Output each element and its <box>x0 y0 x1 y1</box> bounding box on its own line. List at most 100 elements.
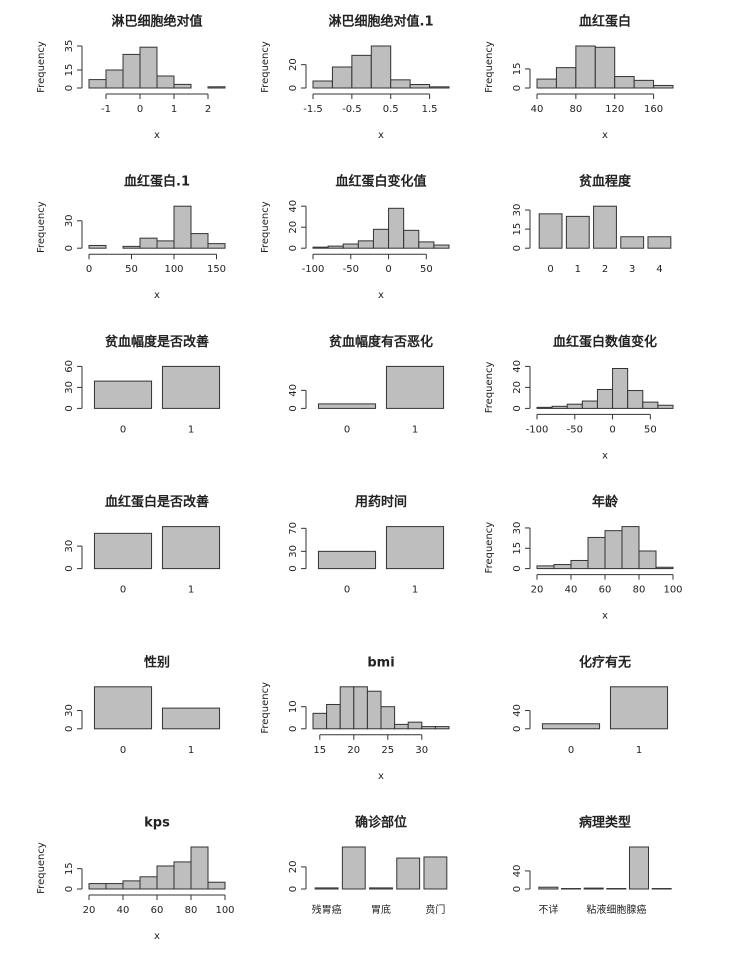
x-tick-label: 0 <box>86 264 92 275</box>
histogram-bar <box>139 237 158 249</box>
bar <box>620 236 645 249</box>
histogram-bar <box>372 228 390 249</box>
histogram-bar <box>331 66 353 89</box>
x-tick-label: 0 <box>120 424 126 435</box>
histogram-bar <box>553 564 572 570</box>
x-tick-label: 150 <box>207 264 226 275</box>
x-tick-label: -1.5 <box>303 104 323 115</box>
histogram-bar <box>122 880 141 890</box>
y-tick-label: 30 <box>288 545 299 558</box>
x-tick-label: 0 <box>137 104 143 115</box>
y-tick-label: 0 <box>64 886 75 892</box>
histogram-bar <box>570 559 589 570</box>
x-axis-label: x <box>378 290 384 301</box>
histogram-bar <box>566 403 583 409</box>
histogram-bar <box>653 84 674 89</box>
histogram-bar <box>173 861 192 890</box>
y-tick-label: 40 <box>512 865 523 878</box>
histogram-bar <box>621 526 640 570</box>
x-axis-label: x <box>378 130 384 141</box>
y-tick-label: 70 <box>288 522 299 535</box>
bar <box>93 532 153 570</box>
histogram-bar <box>88 244 107 249</box>
histogram-bar <box>351 54 372 89</box>
x-tick-label: 4 <box>656 264 662 275</box>
histogram-bar <box>614 76 635 89</box>
histogram-bar <box>587 536 606 570</box>
y-tick-label: 35 <box>64 40 75 53</box>
y-tick-label: 15 <box>64 862 75 875</box>
x-tick-label: 1 <box>188 745 194 756</box>
x-tick-label: 60 <box>599 585 612 596</box>
histogram-bar <box>380 706 396 730</box>
chart-title: 贫血程度 <box>579 174 632 190</box>
y-tick-label: 30 <box>512 204 523 217</box>
x-tick-label: 1 <box>171 104 177 115</box>
x-tick-label: 1 <box>188 424 194 435</box>
histogram-bar <box>173 83 192 89</box>
y-tick-label: 30 <box>64 214 75 227</box>
chart-title: 年龄 <box>592 494 619 510</box>
y-tick-label: 20 <box>512 381 523 394</box>
y-tick-label: 15 <box>512 542 523 555</box>
y-tick-label: 30 <box>512 522 523 535</box>
histogram-bar <box>403 229 420 249</box>
histogram-bar <box>312 80 333 89</box>
bar <box>161 526 221 570</box>
x-axis-label: x <box>602 450 608 461</box>
x-tick-label: 粘液细胞腺癌 <box>586 903 646 916</box>
y-axis-label: Frequency <box>484 361 495 413</box>
y-axis-label: Frequency <box>484 522 495 574</box>
x-tick-label: 3 <box>629 264 635 275</box>
y-tick-label: 15 <box>512 63 523 76</box>
x-tick-label: 0.5 <box>383 104 399 115</box>
histogram-bar <box>342 243 359 249</box>
chart-title: 淋巴细胞绝对值 <box>111 14 202 30</box>
histogram-bar <box>388 207 405 249</box>
x-tick-label: 1 <box>188 585 194 596</box>
chart-title: bmi <box>367 655 394 670</box>
x-tick-label: 胃底 <box>371 903 391 916</box>
histogram-bar <box>394 723 409 730</box>
x-axis-label: x <box>378 771 384 782</box>
chart-title: 血红蛋白变化值 <box>335 174 426 190</box>
y-tick-label: 40 <box>288 384 299 397</box>
chart-title: 血红蛋白数值变化 <box>553 334 657 350</box>
y-tick-label: 0 <box>512 726 523 732</box>
bar <box>583 887 604 890</box>
y-tick-label: 0 <box>512 886 523 892</box>
bar <box>385 526 445 570</box>
y-tick-label: 0 <box>288 405 299 411</box>
x-tick-label: 40 <box>117 905 130 916</box>
histogram-bar <box>156 240 175 249</box>
chart-title: 病理类型 <box>579 815 631 831</box>
x-tick-label: 0 <box>344 424 350 435</box>
bar <box>161 707 221 730</box>
x-tick-label: -50 <box>567 424 583 435</box>
y-tick-label: 0 <box>64 565 75 571</box>
histogram-bar <box>536 406 553 409</box>
y-axis-label: Frequency <box>36 842 47 894</box>
histogram-bar <box>604 530 623 570</box>
x-axis-label: x <box>602 130 608 141</box>
histogram-bar <box>433 244 450 249</box>
y-tick-label: 0 <box>64 85 75 91</box>
histogram-bar <box>655 566 674 570</box>
x-tick-label: 残胃癌 <box>312 903 342 916</box>
chart-title: kps <box>144 816 170 831</box>
y-axis-label: Frequency <box>260 41 271 93</box>
bar <box>538 886 559 890</box>
x-tick-label: 100 <box>164 264 183 275</box>
x-tick-label: 80 <box>569 104 582 115</box>
x-tick-label: 20 <box>83 905 96 916</box>
y-tick-label: 20 <box>288 861 299 874</box>
y-tick-label: 30 <box>64 704 75 717</box>
x-tick-label: 25 <box>381 745 394 756</box>
histogram-bar <box>407 721 423 730</box>
histogram-bar <box>633 79 655 89</box>
bar <box>538 213 563 249</box>
histogram-bar <box>326 703 341 730</box>
bar <box>423 856 448 890</box>
chart-title: 血红蛋白 <box>579 14 631 30</box>
y-tick-label: 40 <box>512 360 523 373</box>
